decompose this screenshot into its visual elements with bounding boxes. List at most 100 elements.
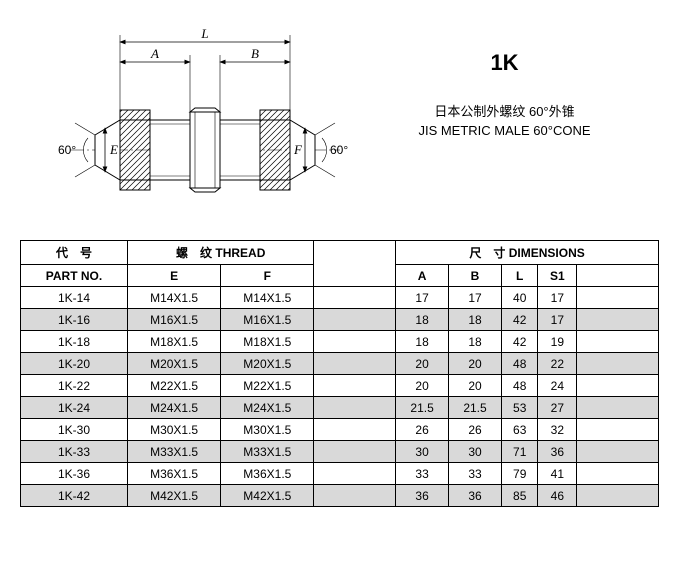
cell-L: 42 (501, 309, 538, 331)
cell-F: M14X1.5 (221, 287, 314, 309)
table-row: 1K-18M18X1.5M18X1.518184219 (21, 331, 659, 353)
cell-L: 40 (501, 287, 538, 309)
angle-right-label: 60° (330, 143, 348, 157)
cell-L: 71 (501, 441, 538, 463)
cell-L: 53 (501, 397, 538, 419)
dim-label-B: B (251, 46, 259, 61)
table-row: 1K-16M16X1.5M16X1.518184217 (21, 309, 659, 331)
hdr-partno: PART NO. (21, 265, 128, 287)
product-desc-cn: 日本公制外螺纹 60°外锥 (360, 101, 649, 120)
cell-L: 63 (501, 419, 538, 441)
hdr-A: A (396, 265, 449, 287)
cell-S1: 17 (538, 309, 577, 331)
cell-B: 20 (449, 375, 502, 397)
cell-B: 36 (449, 485, 502, 507)
cell-F: M36X1.5 (221, 463, 314, 485)
cell-L: 79 (501, 463, 538, 485)
cell-reserved (577, 485, 659, 507)
cell-L: 48 (501, 375, 538, 397)
hdr-partno-cn: 代 号 (21, 241, 128, 265)
cell-F: M42X1.5 (221, 485, 314, 507)
cell-S1: 22 (538, 353, 577, 375)
cell-S1: 41 (538, 463, 577, 485)
cell-reserved (314, 463, 396, 485)
cell-F: M33X1.5 (221, 441, 314, 463)
table-row: 1K-20M20X1.5M20X1.520204822 (21, 353, 659, 375)
hdr-E: E (127, 265, 220, 287)
cell-part: 1K-22 (21, 375, 128, 397)
cell-E: M33X1.5 (127, 441, 220, 463)
cell-F: M20X1.5 (221, 353, 314, 375)
hdr-L: L (501, 265, 538, 287)
cell-reserved (314, 287, 396, 309)
cell-reserved (314, 331, 396, 353)
cell-part: 1K-42 (21, 485, 128, 507)
dim-label-E: E (109, 142, 118, 157)
cell-part: 1K-33 (21, 441, 128, 463)
cell-part: 1K-24 (21, 397, 128, 419)
dim-label-A: A (150, 46, 159, 61)
cell-B: 21.5 (449, 397, 502, 419)
table-row: 1K-22M22X1.5M22X1.520204824 (21, 375, 659, 397)
cell-A: 18 (396, 309, 449, 331)
cell-E: M30X1.5 (127, 419, 220, 441)
cell-F: M16X1.5 (221, 309, 314, 331)
cell-F: M30X1.5 (221, 419, 314, 441)
fitting-diagram: L A B 60° 60° E F (50, 20, 360, 210)
cell-reserved (314, 353, 396, 375)
cell-reserved (314, 441, 396, 463)
cell-B: 18 (449, 309, 502, 331)
cell-A: 26 (396, 419, 449, 441)
cell-reserved (314, 419, 396, 441)
cell-reserved (577, 353, 659, 375)
cell-A: 30 (396, 441, 449, 463)
cell-E: M18X1.5 (127, 331, 220, 353)
cell-reserved (577, 309, 659, 331)
cell-reserved (577, 441, 659, 463)
cell-reserved (577, 287, 659, 309)
hdr-reserved (314, 241, 396, 287)
cell-reserved (577, 463, 659, 485)
cell-reserved (577, 375, 659, 397)
hdr-S1: S1 (538, 265, 577, 287)
angle-left-label: 60° (58, 143, 76, 157)
table-row: 1K-33M33X1.5M33X1.530307136 (21, 441, 659, 463)
cell-A: 20 (396, 353, 449, 375)
cell-E: M36X1.5 (127, 463, 220, 485)
title-block: 1K 日本公制外螺纹 60°外锥 JIS METRIC MALE 60°CONE (360, 20, 649, 210)
hdr-reserved2 (577, 265, 659, 287)
product-code: 1K (360, 50, 649, 76)
cell-reserved (314, 397, 396, 419)
cell-A: 20 (396, 375, 449, 397)
cell-B: 18 (449, 331, 502, 353)
table-row: 1K-36M36X1.5M36X1.533337941 (21, 463, 659, 485)
table-row: 1K-30M30X1.5M30X1.526266332 (21, 419, 659, 441)
cell-reserved (577, 397, 659, 419)
hdr-thread-group: 螺 纹 THREAD (127, 241, 313, 265)
cell-A: 33 (396, 463, 449, 485)
cell-part: 1K-20 (21, 353, 128, 375)
cell-B: 26 (449, 419, 502, 441)
cell-S1: 32 (538, 419, 577, 441)
cell-S1: 19 (538, 331, 577, 353)
cell-part: 1K-18 (21, 331, 128, 353)
cell-reserved (314, 309, 396, 331)
hdr-F: F (221, 265, 314, 287)
cell-A: 17 (396, 287, 449, 309)
hdr-dims-group: 尺 寸 DIMENSIONS (396, 241, 659, 265)
cell-E: M22X1.5 (127, 375, 220, 397)
cell-part: 1K-30 (21, 419, 128, 441)
cell-F: M18X1.5 (221, 331, 314, 353)
cell-L: 42 (501, 331, 538, 353)
diagram-svg: L A B 60° 60° E F (50, 20, 360, 210)
spec-table: 代 号 螺 纹 THREAD 尺 寸 DIMENSIONS PART NO. E… (20, 240, 659, 507)
hdr-B: B (449, 265, 502, 287)
cell-E: M16X1.5 (127, 309, 220, 331)
cell-S1: 46 (538, 485, 577, 507)
cell-part: 1K-16 (21, 309, 128, 331)
cell-B: 17 (449, 287, 502, 309)
cell-E: M14X1.5 (127, 287, 220, 309)
cell-L: 85 (501, 485, 538, 507)
cell-reserved (314, 485, 396, 507)
cell-part: 1K-36 (21, 463, 128, 485)
